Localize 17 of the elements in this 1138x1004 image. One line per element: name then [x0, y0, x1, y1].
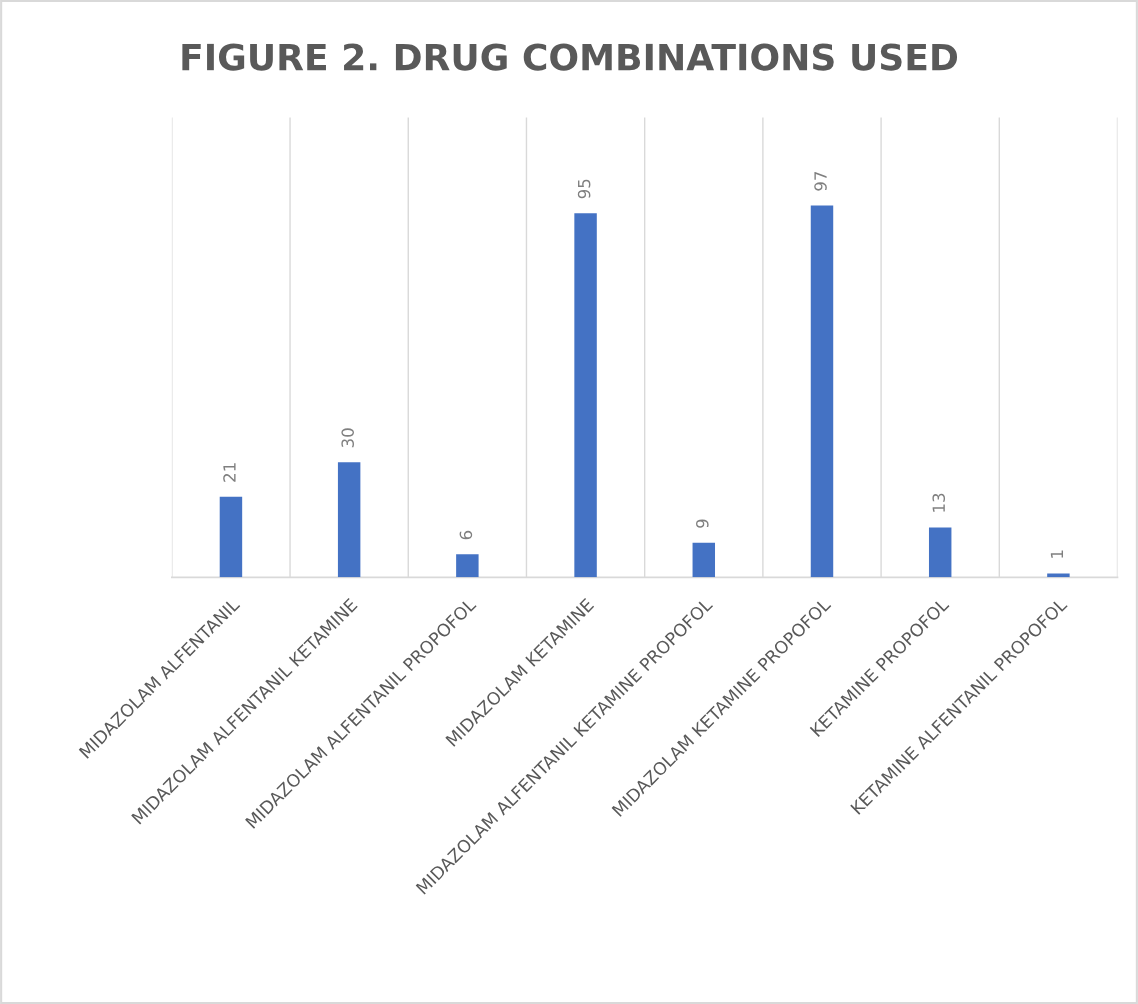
data-label: 1 — [1050, 550, 1064, 558]
bar — [810, 205, 834, 578]
bar — [337, 462, 361, 578]
data-label: 9 — [696, 519, 709, 528]
data-label: 97 — [814, 171, 827, 191]
data-label: 13 — [932, 493, 946, 512]
data-label: 6 — [459, 530, 473, 540]
data-label: 30 — [341, 428, 354, 448]
bar — [574, 213, 597, 578]
bar — [928, 527, 952, 578]
data-label: 95 — [577, 179, 591, 199]
chart-title: FIGURE 2. DRUG COMBINATIONS USED — [182, 43, 958, 71]
data-label: 21 — [223, 463, 236, 482]
bar — [456, 554, 479, 578]
bar — [692, 542, 716, 578]
bar — [1047, 573, 1070, 578]
bar — [219, 496, 243, 578]
